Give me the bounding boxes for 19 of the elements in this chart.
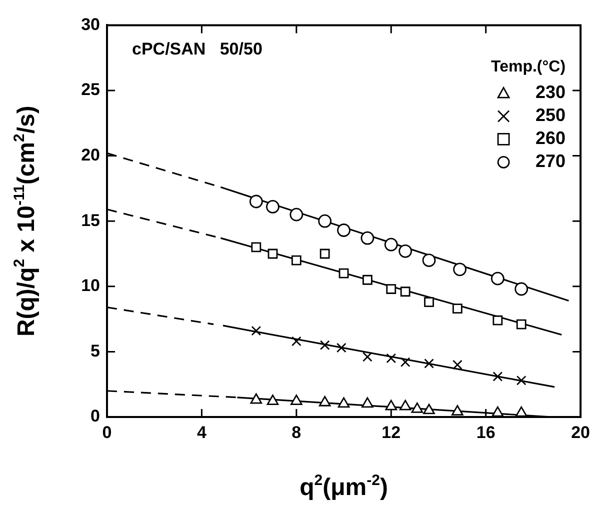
- y-tick-label: 30: [81, 14, 100, 34]
- y-axis-title: R(q)/q2 x 10-11(cm2/s): [10, 106, 40, 337]
- x-tick-label: 20: [571, 422, 590, 442]
- x-tick-label: 4: [196, 422, 207, 442]
- y-tick-label: 15: [81, 210, 100, 230]
- legend-label: 250: [536, 105, 566, 126]
- y-tick-label: 5: [90, 341, 100, 360]
- y-tick-label: 25: [81, 80, 100, 100]
- legend-label: 270: [536, 151, 566, 172]
- x-tick-label: 12: [382, 422, 401, 442]
- text: cPC/SAN 50/50: [132, 39, 262, 58]
- y-tick-label: 0: [90, 406, 100, 426]
- y-tick-label: 20: [81, 145, 100, 164]
- x-tick-label: 16: [476, 422, 496, 442]
- legend-label: 230: [536, 82, 566, 102]
- legend-label: 260: [536, 128, 566, 148]
- x-tick-label: 8: [292, 422, 302, 442]
- y-tick-label: 10: [81, 276, 100, 296]
- legend-title: Temp.(°C): [491, 58, 566, 76]
